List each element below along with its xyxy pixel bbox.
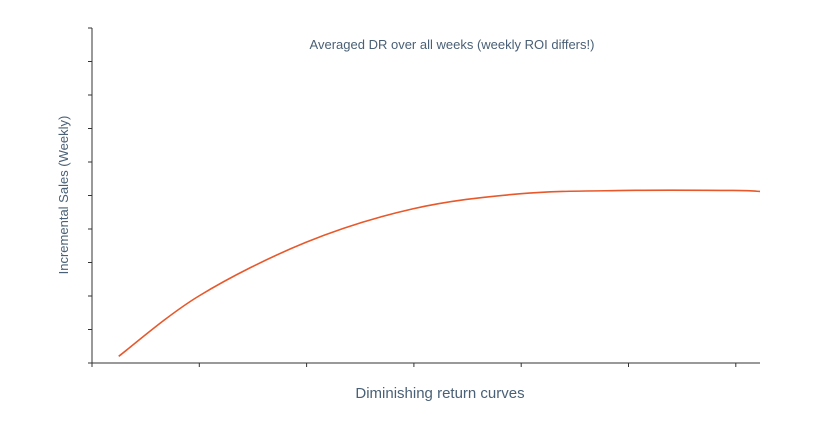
y-ticks: [88, 27, 92, 364]
x-ticks: [91, 363, 737, 367]
chart-title: Averaged DR over all weeks (weekly ROI d…: [310, 37, 595, 52]
y-axis-label: Incremental Sales (Weekly): [56, 116, 71, 275]
series-line: [118, 189, 761, 357]
plot-series: [118, 189, 761, 357]
axes: [88, 27, 760, 367]
x-axis-label: Diminishing return curves: [355, 385, 524, 402]
